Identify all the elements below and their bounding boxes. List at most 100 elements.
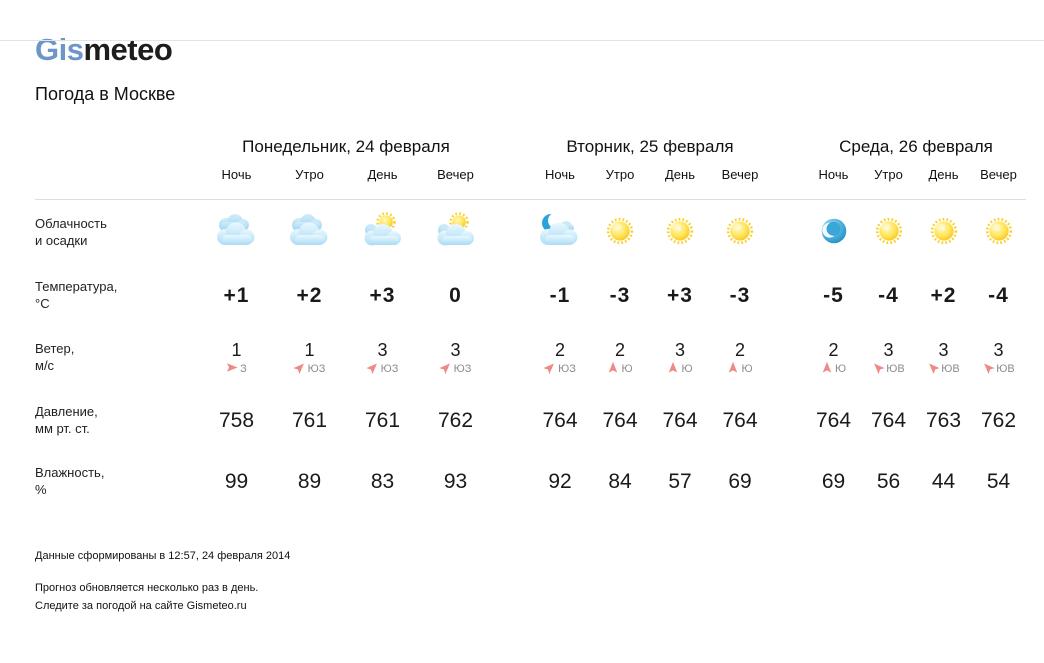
- wind-direction-arrow: [821, 362, 833, 375]
- table-divider: [35, 199, 1026, 200]
- pressure-value: 762: [980, 409, 1017, 432]
- humidity-value: 57: [668, 470, 692, 493]
- wind-speed: 3: [938, 339, 949, 360]
- pressure-value: 764: [542, 409, 578, 432]
- forecast-update-note: Прогноз обновляется несколько раз в день…: [35, 582, 259, 594]
- temperature-value: +2: [296, 284, 323, 307]
- wind-row: Ветер, м/с 1 З 1 ЮЗ 3 ЮЗ 3 ЮЗ: [35, 326, 1026, 390]
- logo-part-meteo: meteo: [83, 32, 173, 67]
- row-label-clouds: Облачность и осадки: [35, 216, 107, 248]
- humidity-value: 83: [370, 470, 395, 493]
- wind-speed: 3: [674, 339, 685, 360]
- gismeteo-logo[interactable]: Gismeteo: [35, 32, 1044, 68]
- weather-icon: [656, 212, 704, 250]
- wind-direction-label: ЮВ: [941, 363, 960, 376]
- temperature-value: -3: [729, 284, 751, 307]
- wind-direction-arrow: [607, 362, 619, 375]
- pressure-value: 764: [602, 409, 638, 432]
- row-label-temperature: Температура, °C: [35, 279, 118, 311]
- wind-cell: 2 Ю: [806, 339, 861, 376]
- wind-speed: 3: [377, 339, 388, 360]
- top-divider: [0, 40, 1044, 41]
- humidity-value: 69: [821, 470, 846, 493]
- wind-direction-arrow: [982, 362, 995, 375]
- wind-direction-label: Ю: [834, 363, 847, 376]
- wind-direction-label: Ю: [681, 363, 693, 376]
- wind-speed: 2: [734, 339, 745, 360]
- footer: Данные сформированы в 12:57, 24 февраля …: [35, 550, 1044, 615]
- humidity-row: Влажность,% 99 89 83 93 92 84 57 69 69 5…: [35, 452, 1026, 512]
- weather-icon: [596, 212, 644, 250]
- row-label-humidity: Влажность,%: [35, 465, 105, 497]
- weather-icon: [359, 211, 407, 250]
- pressure-value: 761: [364, 409, 401, 432]
- wind-speed: 3: [450, 339, 461, 360]
- temperature-value: -1: [549, 284, 571, 307]
- pressure-value: 762: [437, 409, 474, 432]
- pressure-value: 763: [925, 409, 962, 432]
- time-label: День: [367, 166, 398, 182]
- wind-direction-arrow: [727, 362, 739, 375]
- wind-speed: 2: [614, 339, 625, 360]
- temperature-value: 0: [449, 284, 462, 307]
- wind-direction-label: ЮЗ: [453, 363, 472, 376]
- day-title-tuesday: Вторник, 25 февраля: [566, 137, 734, 156]
- wind-direction-arrow: [226, 362, 238, 375]
- forecast-table: Понедельник, 24 февраля Вторник, 25 февр…: [35, 119, 1026, 512]
- weather-icon: [716, 212, 764, 250]
- wind-direction-arrow: [872, 362, 885, 375]
- humidity-value: 69: [728, 470, 752, 493]
- wind-speed: 1: [304, 339, 315, 360]
- weather-icon: [920, 212, 968, 250]
- pressure-value: 758: [218, 409, 255, 432]
- temperature-value: -5: [823, 284, 844, 307]
- time-label: День: [665, 166, 695, 182]
- wind-direction-label: Ю: [621, 363, 633, 376]
- row-label-pressure: Давление, мм рт. ст.: [35, 404, 98, 436]
- pressure-value: 764: [815, 409, 852, 432]
- time-label: День: [928, 166, 959, 182]
- humidity-value: 93: [443, 470, 468, 493]
- wind-direction-arrow: [543, 362, 556, 375]
- time-label: Вечер: [721, 166, 759, 182]
- pressure-value: 764: [870, 409, 907, 432]
- wind-cell: 3 ЮВ: [916, 339, 971, 376]
- logo-part-gis: Gis: [35, 32, 84, 67]
- wind-direction-label: ЮЗ: [380, 363, 399, 376]
- data-generated-note: Данные сформированы в 12:57, 24 февраля …: [35, 550, 291, 562]
- pressure-value: 764: [662, 409, 698, 432]
- temperature-value: -3: [609, 284, 631, 307]
- wind-cell: 2 ЮЗ: [530, 340, 590, 375]
- temperature-value: +2: [930, 284, 957, 307]
- time-label: Утро: [605, 166, 635, 182]
- temperature-value: +3: [667, 284, 693, 307]
- wind-cell: 2 Ю: [590, 339, 650, 376]
- wind-speed: 2: [828, 339, 839, 360]
- page-title: Погода в Москве: [35, 84, 176, 104]
- pressure-value: 761: [291, 409, 328, 432]
- wind-direction-arrow: [365, 362, 379, 375]
- humidity-value: 99: [224, 470, 249, 493]
- weather-icon: [286, 212, 334, 250]
- wind-direction-arrow: [292, 362, 306, 375]
- wind-speed: 1: [231, 339, 242, 360]
- weather-icon: [432, 211, 480, 250]
- day-title-wednesday: Среда, 26 февраля: [839, 137, 993, 156]
- wind-cell: 3 ЮВ: [861, 340, 916, 375]
- humidity-value: 84: [608, 470, 632, 493]
- cloudiness-row: Облачность и осадки: [35, 200, 1026, 266]
- wind-direction-label: ЮВ: [996, 363, 1015, 376]
- temperature-value: +1: [223, 284, 250, 307]
- weather-icon: [865, 212, 913, 250]
- wind-direction-arrow: [438, 362, 452, 375]
- wind-speed: 3: [993, 339, 1004, 360]
- wind-cell: 3 ЮВ: [971, 339, 1026, 376]
- weather-icon: [213, 212, 261, 250]
- pressure-value: 764: [722, 409, 758, 432]
- temperature-value: -4: [988, 284, 1009, 307]
- day-title-monday: Понедельник, 24 февраля: [242, 137, 450, 156]
- pressure-row: Давление, мм рт. ст. 758 761 761 762 764 …: [35, 390, 1026, 452]
- temperature-row: Температура, °C +1 +2 +3 0 -1 -3 +3 -3 -5…: [35, 266, 1026, 326]
- humidity-value: 54: [986, 470, 1011, 493]
- humidity-value: 89: [297, 470, 322, 493]
